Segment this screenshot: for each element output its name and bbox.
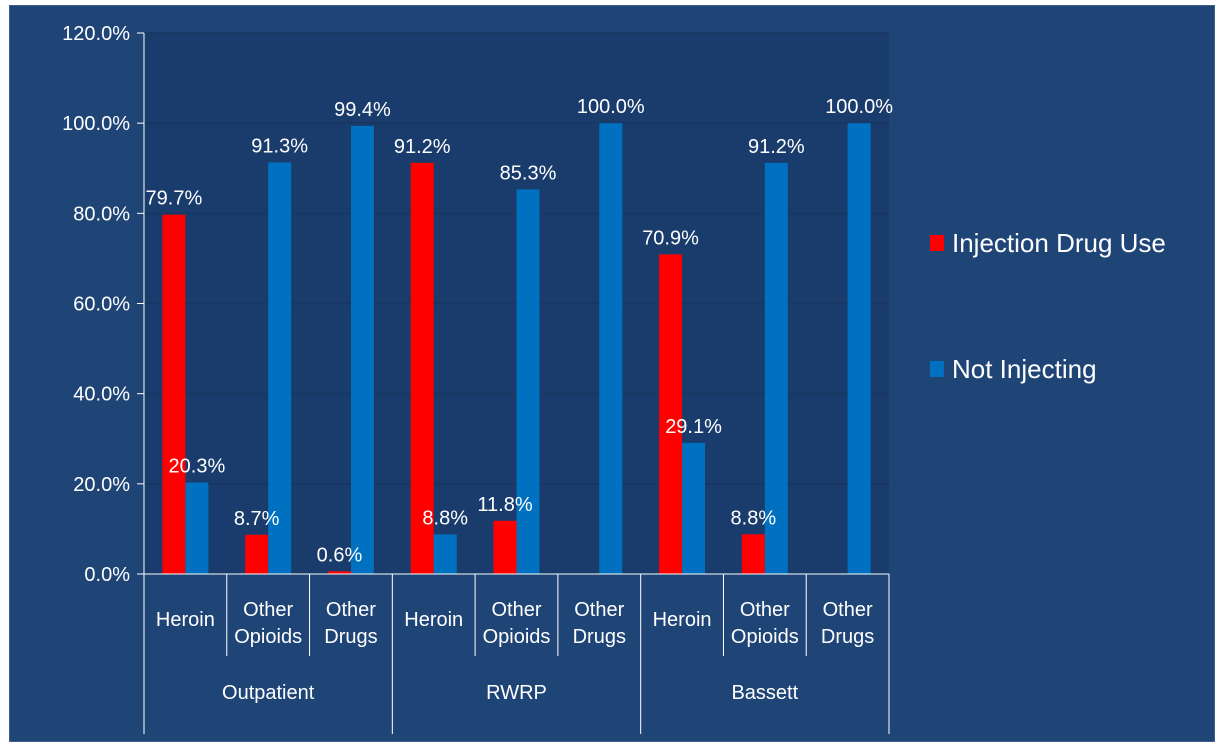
data-label: 100.0%: [825, 96, 893, 118]
data-label: 8.8%: [731, 507, 777, 529]
y-tick-label: 60.0%: [73, 294, 130, 316]
data-label: 11.8%: [477, 494, 532, 516]
x-category-label: Other: [326, 599, 376, 621]
x-category-label: Drugs: [821, 626, 874, 648]
bar[interactable]: [764, 162, 788, 574]
legend: Injection Drug Use Not Injecting: [930, 228, 1166, 384]
x-category-label: Opioids: [483, 626, 551, 648]
bar[interactable]: [327, 571, 351, 574]
x-category-label: Drugs: [573, 626, 626, 648]
data-label: 91.3%: [251, 135, 308, 157]
legend-swatch: [930, 361, 944, 377]
bar[interactable]: [682, 442, 706, 574]
x-category-label: Other: [823, 599, 873, 621]
bar[interactable]: [516, 189, 540, 575]
x-category-label: Heroin: [156, 609, 215, 631]
x-category-label: Other: [574, 599, 624, 621]
y-tick-label: 20.0%: [73, 474, 130, 496]
y-tick-label: 100.0%: [62, 113, 130, 135]
x-group-label: Bassett: [731, 682, 798, 704]
data-label: 85.3%: [500, 162, 557, 184]
y-tick-label: 120.0%: [62, 23, 130, 45]
bar[interactable]: [162, 214, 186, 574]
data-label: 8.8%: [422, 507, 468, 529]
y-tick-label: 0.0%: [84, 564, 130, 586]
bar[interactable]: [268, 162, 292, 574]
data-label: 91.2%: [748, 136, 805, 158]
bar[interactable]: [245, 534, 269, 574]
x-category-label: Opioids: [234, 626, 302, 648]
legend-label: Not Injecting: [952, 354, 1097, 384]
data-labels: 79.7%20.3%8.7%91.3%0.6%99.4%91.2%8.8%11.…: [146, 96, 894, 566]
y-tick-label: 80.0%: [73, 203, 130, 225]
bar[interactable]: [185, 482, 209, 574]
bar[interactable]: [599, 123, 623, 575]
bar[interactable]: [741, 534, 765, 574]
bar[interactable]: [410, 162, 434, 574]
x-category-label: Other: [740, 599, 790, 621]
data-label: 29.1%: [665, 416, 722, 438]
data-label: 99.4%: [334, 99, 391, 121]
data-label: 79.7%: [146, 188, 203, 210]
y-tick-label: 40.0%: [73, 384, 130, 406]
bar[interactable]: [350, 125, 374, 574]
bar-chart: 0.0% 20.0% 40.0% 60.0% 80.0% 100.0% 120.0% Hero…: [62, 23, 1166, 734]
x-category-label: Heroin: [653, 609, 712, 631]
bar[interactable]: [847, 123, 871, 575]
x-category-label: Other: [243, 599, 293, 621]
x-group-label: RWRP: [486, 682, 547, 704]
legend-swatch: [930, 235, 944, 251]
x-category-label: Opioids: [731, 626, 799, 648]
x-group-label: Outpatient: [222, 682, 315, 704]
bar[interactable]: [659, 254, 683, 574]
x-category-label: Drugs: [324, 626, 377, 648]
legend-label: Injection Drug Use: [952, 228, 1166, 258]
data-label: 70.9%: [642, 227, 699, 249]
chart-frame: 0.0% 20.0% 40.0% 60.0% 80.0% 100.0% 120.0% Hero…: [9, 5, 1215, 742]
data-label: 91.2%: [394, 136, 451, 158]
bars: [162, 123, 871, 575]
x-category-label: Other: [491, 599, 541, 621]
bar[interactable]: [493, 520, 517, 574]
bar[interactable]: [433, 534, 457, 574]
data-label: 100.0%: [577, 96, 645, 118]
x-category-label: Heroin: [404, 609, 463, 631]
data-label: 8.7%: [234, 508, 280, 530]
data-label: 0.6%: [317, 544, 363, 566]
data-label: 20.3%: [169, 455, 226, 477]
axes: 0.0% 20.0% 40.0% 60.0% 80.0% 100.0% 120.0% Hero…: [62, 23, 890, 734]
